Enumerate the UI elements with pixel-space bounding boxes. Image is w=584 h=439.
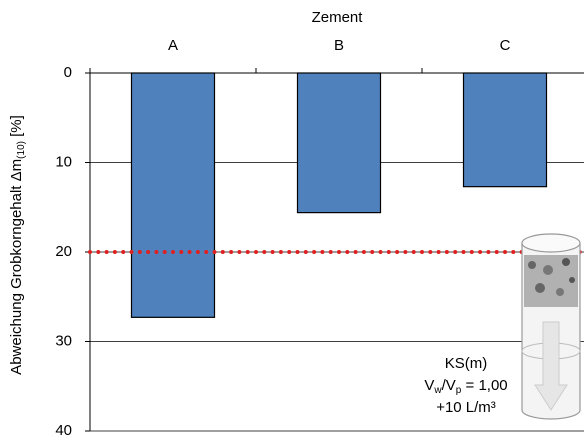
x-tick-label: B — [334, 37, 344, 54]
annotation-line: KS(m) — [445, 355, 488, 372]
bar — [462, 72, 548, 188]
y-tick-label: 0 — [64, 64, 72, 81]
y-label-end: [%] — [8, 115, 25, 141]
cylinder-icon — [521, 233, 581, 420]
x-tick-label: A — [168, 37, 178, 54]
y-tick-label: 30 — [55, 332, 72, 349]
chart-title: Zement — [312, 9, 364, 26]
annotation-part: /V — [442, 377, 456, 394]
x-tick-label: C — [500, 37, 511, 54]
annotation-part: V — [424, 377, 434, 394]
y-label-sub: (10) — [16, 141, 27, 159]
y-tick-label: 20 — [55, 243, 72, 260]
annotation-part: = 1,00 — [461, 377, 507, 394]
y-label-main: Abweichung Grobkorngehalt Δm — [8, 159, 25, 375]
bar — [296, 72, 382, 214]
bar — [130, 72, 216, 318]
y-tick-label: 10 — [55, 153, 72, 170]
y-tick-label: 40 — [55, 422, 72, 439]
y-axis-label: Abweichung Grobkorngehalt Δm(10) [%] — [8, 115, 27, 375]
annotation-sub: p — [456, 385, 462, 396]
annotation-line: +10 L/m³ — [436, 399, 496, 416]
annotation-line: Vw/Vp = 1,00 — [424, 377, 507, 396]
annotation-sub: w — [433, 385, 442, 396]
